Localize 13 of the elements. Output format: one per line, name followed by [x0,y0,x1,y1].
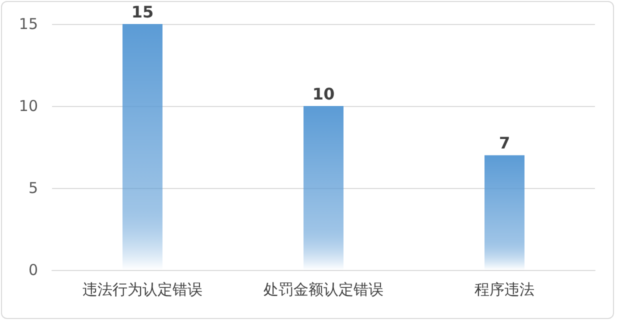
data-label: 10 [312,84,335,104]
bar [122,24,162,270]
y-tick-label: 10 [18,97,38,115]
data-label: 15 [131,2,154,22]
y-tick-label: 0 [28,261,38,279]
y-tick-label: 5 [28,179,38,197]
bar [304,106,344,270]
data-label: 7 [498,134,510,153]
x-tick-label: 程序违法 [474,280,534,298]
bar [484,155,524,270]
x-tick-label: 处罚金额认定错误 [264,280,384,298]
x-tick-label: 违法行为认定错误 [82,280,202,298]
y-tick-label: 15 [18,15,38,33]
